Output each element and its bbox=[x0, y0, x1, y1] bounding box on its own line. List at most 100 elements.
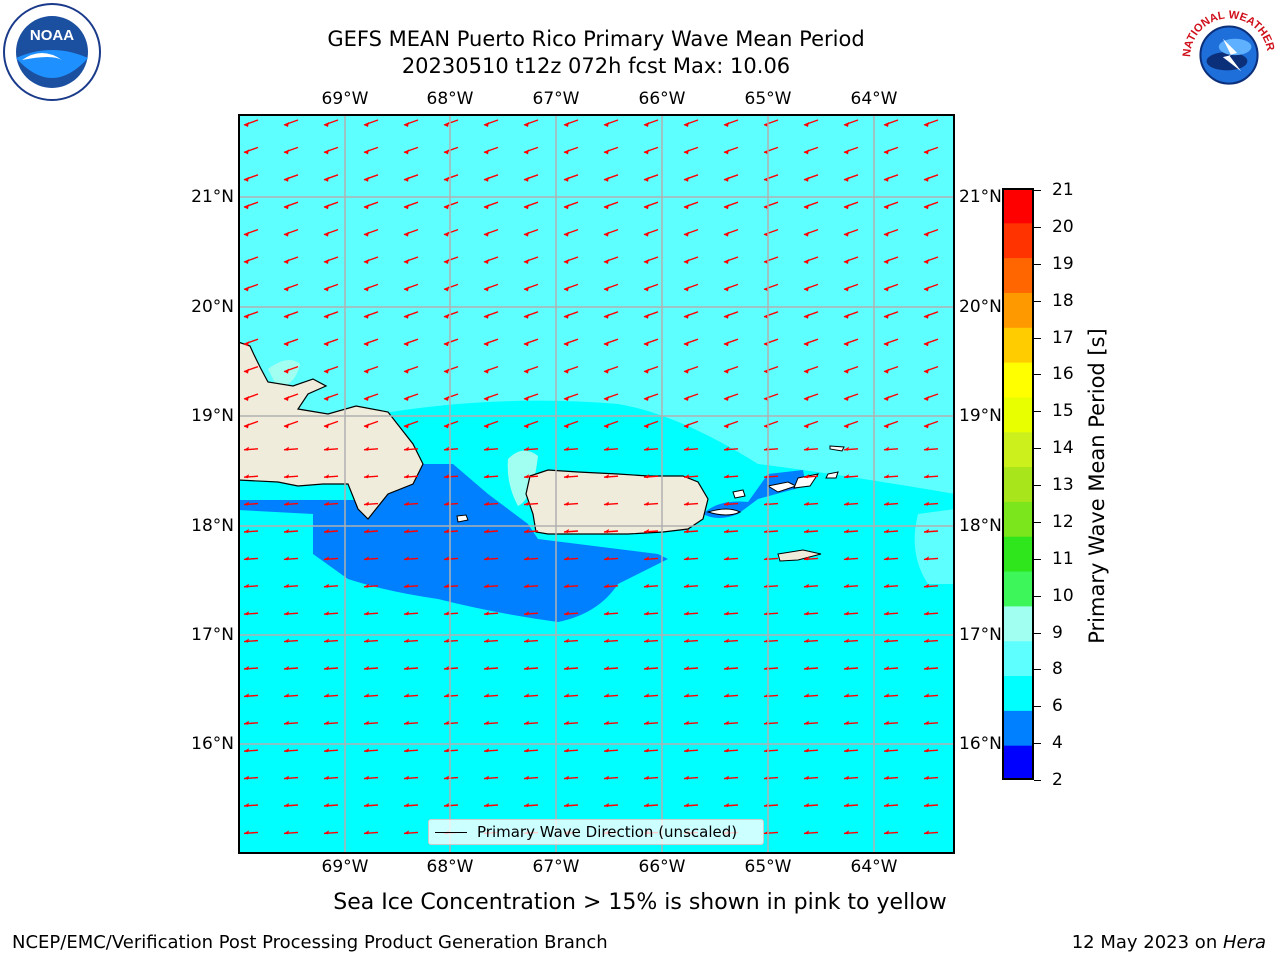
wave-arrow-head bbox=[844, 286, 849, 292]
wave-arrow-head bbox=[364, 231, 369, 237]
wave-arrow-head bbox=[324, 474, 329, 479]
wave-arrow-head bbox=[524, 529, 529, 533]
wave-arrow-head bbox=[644, 341, 649, 347]
lon-tick-top: 64°W bbox=[850, 89, 898, 109]
wave-arrow-head bbox=[844, 176, 849, 182]
wave-arrow-head bbox=[924, 556, 929, 561]
wave-arrow-head bbox=[524, 748, 529, 753]
wave-arrow-head bbox=[324, 396, 329, 401]
wave-arrow-head bbox=[364, 313, 369, 319]
wave-arrow-head bbox=[884, 368, 889, 374]
wave-arrow-head bbox=[324, 501, 329, 506]
wave-arrow-head bbox=[404, 666, 409, 670]
wave-arrow-head bbox=[284, 231, 289, 237]
wave-arrow-head bbox=[604, 149, 609, 155]
lat-tick-left: 16°N bbox=[191, 734, 234, 754]
legend-line-swatch bbox=[435, 831, 467, 833]
wave-arrow-head bbox=[684, 529, 689, 533]
wave-arrow-head bbox=[524, 693, 529, 698]
wave-arrow-head bbox=[404, 501, 409, 506]
wave-arrow-head bbox=[884, 775, 889, 780]
wave-arrow-head bbox=[884, 529, 889, 533]
wave-arrow-head bbox=[244, 259, 249, 264]
wave-arrow-head bbox=[684, 748, 689, 753]
wave-arrow-head bbox=[724, 748, 729, 753]
wave-arrow-head bbox=[364, 583, 369, 588]
colorbar-segment bbox=[1002, 675, 1034, 711]
wave-arrow-head bbox=[564, 529, 569, 533]
wave-arrow-head bbox=[844, 748, 849, 753]
wave-arrow-head bbox=[444, 748, 449, 753]
wave-arrow-head bbox=[244, 583, 249, 588]
wave-arrow-head bbox=[324, 556, 329, 561]
wave-arrow-head bbox=[364, 423, 369, 429]
wave-arrow-head bbox=[284, 341, 289, 347]
wave-arrow-head bbox=[924, 341, 929, 347]
wave-arrow-head bbox=[724, 313, 729, 319]
wave-arrow-head bbox=[884, 638, 889, 643]
wave-arrow-head bbox=[324, 368, 329, 374]
colorbar-tick-label: 2 bbox=[1052, 770, 1063, 790]
wave-arrow-head bbox=[364, 341, 369, 347]
wave-arrow-head bbox=[324, 720, 329, 725]
wave-arrow-head bbox=[844, 149, 849, 155]
wave-arrow-head bbox=[804, 748, 809, 753]
wave-arrow-head bbox=[524, 775, 529, 780]
wave-arrow-head bbox=[324, 803, 329, 807]
wave-arrow-head bbox=[564, 720, 569, 725]
wave-arrow-head bbox=[444, 341, 449, 347]
colorbar-tick-label: 9 bbox=[1052, 622, 1063, 643]
wave-arrow-head bbox=[804, 529, 809, 533]
wave-arrow-head bbox=[444, 775, 449, 780]
wave-arrow-head bbox=[684, 204, 689, 210]
wave-arrow-head bbox=[924, 720, 929, 725]
wave-arrow-head bbox=[524, 638, 529, 643]
wave-arrow-head bbox=[284, 556, 289, 561]
wave-arrow-head bbox=[804, 231, 809, 237]
wave-arrow-head bbox=[364, 122, 369, 127]
wave-arrow-head bbox=[444, 204, 449, 210]
wave-arrow-head bbox=[524, 423, 529, 429]
wave-arrow-head bbox=[484, 474, 489, 479]
colorbar-label: Primary Wave Mean Period [s] bbox=[1085, 328, 1109, 644]
wave-arrow-head bbox=[844, 611, 849, 616]
wave-arrow-head bbox=[564, 748, 569, 753]
wave-arrow-head bbox=[804, 396, 809, 401]
wave-arrow-head bbox=[804, 775, 809, 780]
wave-arrow-head bbox=[364, 529, 369, 533]
wave-arrow-head bbox=[284, 803, 289, 807]
wave-arrow-head bbox=[884, 583, 889, 588]
wave-arrow-head bbox=[524, 446, 529, 451]
lat-tick-left: 20°N bbox=[191, 297, 234, 317]
wave-arrow-head bbox=[324, 638, 329, 643]
wave-arrow-head bbox=[524, 666, 529, 670]
colorbar-tick-label: 18 bbox=[1052, 290, 1074, 311]
wave-arrow-head bbox=[884, 693, 889, 698]
wave-arrow-head bbox=[324, 611, 329, 616]
wave-arrow-head bbox=[484, 149, 489, 155]
wave-arrow-head bbox=[284, 775, 289, 780]
wave-arrow-head bbox=[484, 231, 489, 237]
wave-arrow-head bbox=[924, 748, 929, 753]
wave-arrow-head bbox=[884, 830, 889, 835]
wave-arrow-head bbox=[444, 611, 449, 616]
wave-arrow-head bbox=[604, 556, 609, 561]
wave-arrow-head bbox=[924, 313, 929, 319]
wave-arrow-head bbox=[284, 446, 289, 451]
wave-arrow-head bbox=[484, 368, 489, 374]
lon-tick-top: 65°W bbox=[744, 89, 792, 109]
wave-arrow-head bbox=[484, 446, 489, 451]
wave-arrow-head bbox=[404, 396, 409, 401]
wave-arrow-head bbox=[884, 259, 889, 264]
wave-arrow-head bbox=[244, 368, 249, 374]
wave-arrow-head bbox=[404, 446, 409, 451]
wave-arrow-head bbox=[644, 583, 649, 588]
wave-arrow-head bbox=[804, 474, 809, 479]
wave-arrow-head bbox=[724, 803, 729, 807]
wave-arrow-head bbox=[364, 176, 369, 182]
wave-arrow-head bbox=[604, 474, 609, 479]
wave-arrow-head bbox=[844, 423, 849, 429]
wave-arrow-head bbox=[324, 204, 329, 210]
footer-host: Hera bbox=[1222, 932, 1266, 953]
wave-arrow-head bbox=[604, 204, 609, 210]
